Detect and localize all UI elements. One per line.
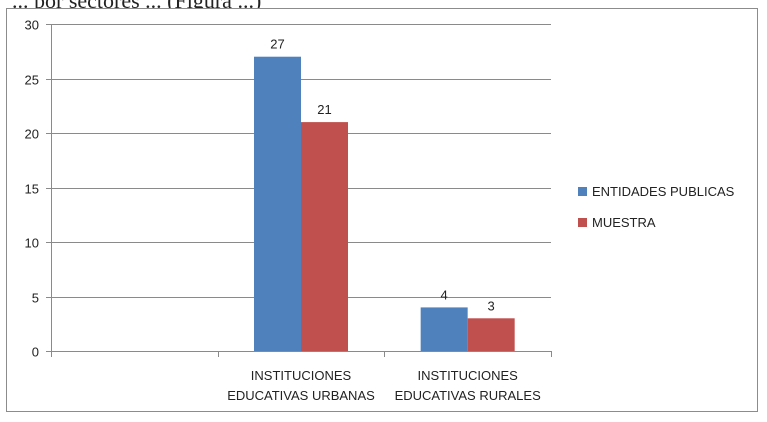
data-label: 21: [317, 102, 331, 117]
legend-label: ENTIDADES PUBLICAS: [592, 184, 735, 199]
data-label: 3: [488, 298, 495, 313]
x-category-label: INSTITUCIONES: [251, 368, 352, 383]
y-tick-label: 10: [25, 236, 39, 251]
x-category-label: INSTITUCIONES: [417, 368, 518, 383]
y-tick-label: 0: [32, 345, 39, 360]
legend-swatch: [578, 187, 587, 196]
y-tick-label: 25: [25, 73, 39, 88]
bar: [420, 307, 468, 351]
y-tick-label: 20: [25, 127, 39, 142]
y-tick-label: 5: [32, 291, 39, 306]
y-tick-label: 15: [25, 182, 39, 197]
x-category-label: EDUCATIVAS RURALES: [395, 388, 541, 403]
data-label: 4: [441, 287, 448, 302]
y-tick-label: 30: [25, 18, 39, 33]
bar: [467, 318, 515, 351]
data-label: 27: [270, 37, 284, 52]
legend-swatch: [578, 218, 587, 227]
chart-frame: [6, 8, 758, 412]
bar: [301, 122, 348, 351]
x-category-label: EDUCATIVAS URBANAS: [227, 388, 375, 403]
bar: [254, 56, 301, 351]
legend-label: MUESTRA: [592, 215, 656, 230]
